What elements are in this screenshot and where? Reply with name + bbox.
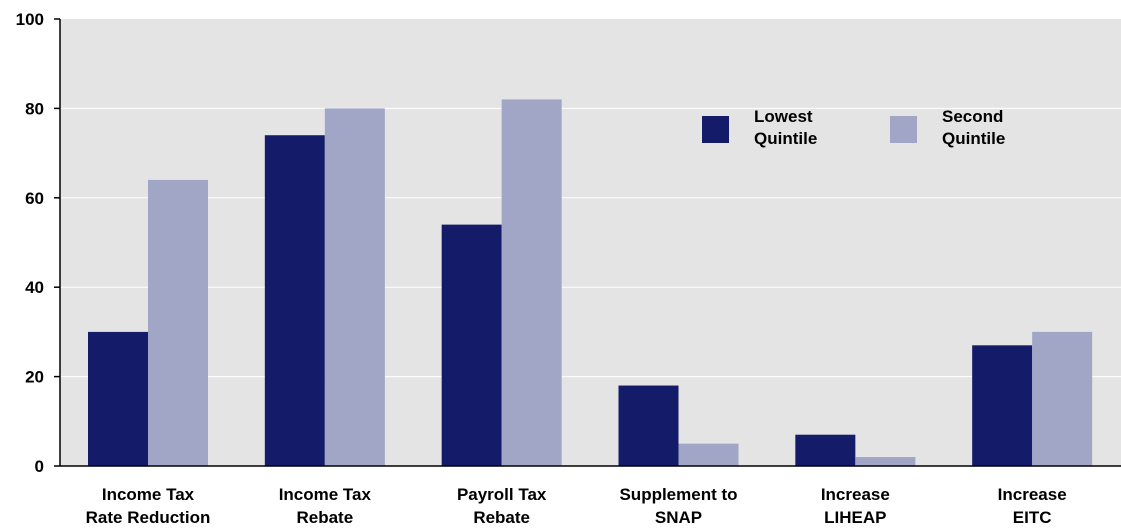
- x-category-label: Income Tax: [102, 485, 195, 504]
- bar-second-2: [501, 99, 562, 467]
- bar-lowest-4: [795, 434, 856, 466]
- bar-second-5: [1032, 331, 1093, 466]
- legend: Lowest Quintile Second Quintile: [702, 107, 1005, 148]
- y-tick-label: 20: [25, 368, 44, 387]
- bars: [88, 99, 1093, 467]
- plot-area: [60, 19, 1121, 466]
- bar-second-4: [855, 457, 916, 466]
- x-category-label: Rate Reduction: [86, 508, 211, 527]
- x-category-label: SNAP: [655, 508, 702, 527]
- x-category-label: Payroll Tax: [457, 485, 547, 504]
- x-category-label: Rebate: [296, 508, 353, 527]
- y-tick-label: 100: [16, 10, 44, 29]
- bar-lowest-0: [88, 331, 148, 466]
- axes: [59, 19, 1121, 467]
- legend-swatch: [702, 116, 729, 143]
- legend-label: Quintile: [942, 129, 1005, 148]
- bar-second-3: [678, 443, 739, 466]
- x-category-label: EITC: [1013, 508, 1052, 527]
- y-tick-label: 0: [35, 457, 44, 476]
- x-category-label: LIHEAP: [824, 508, 886, 527]
- x-axis-categories: Income Tax Rate Reduction Income Tax Rebate…: [86, 485, 1067, 527]
- y-tick-label: 80: [25, 99, 44, 118]
- legend-label: Lowest: [754, 107, 813, 126]
- x-category-label: Rebate: [473, 508, 530, 527]
- x-category-label: Income Tax: [279, 485, 372, 504]
- bar-second-1: [324, 108, 385, 467]
- bar-lowest-3: [618, 385, 679, 466]
- gridlines: [60, 107, 1121, 378]
- bar-second-0: [148, 179, 208, 467]
- x-category-label: Supplement to: [619, 485, 737, 504]
- legend-swatch: [890, 116, 917, 143]
- legend-label: Second: [942, 107, 1003, 126]
- legend-label: Quintile: [754, 129, 817, 148]
- bar-lowest-2: [441, 224, 502, 466]
- y-axis-ticks: 0 20 40 60 80 100: [16, 10, 60, 476]
- y-tick-label: 60: [25, 189, 44, 208]
- x-category-label: Increase: [821, 485, 890, 504]
- bar-lowest-5: [972, 345, 1033, 466]
- x-category-label: Increase: [998, 485, 1067, 504]
- bar-lowest-1: [264, 135, 325, 466]
- y-tick-label: 40: [25, 278, 44, 297]
